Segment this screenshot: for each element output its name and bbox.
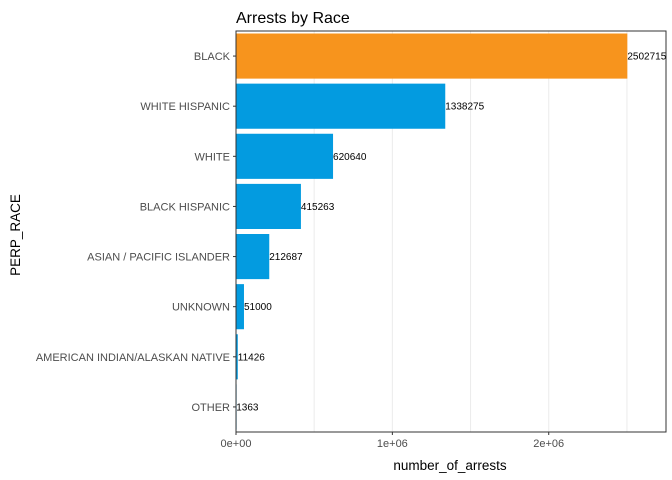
bar: [236, 284, 244, 330]
bar: [236, 33, 628, 79]
y-axis-ticks: BLACK WHITE HISPANIC WHITE BLACK HISPANIC AS…: [36, 51, 236, 414]
bar: [236, 334, 238, 380]
y-tick-label: ASIAN / PACIFIC ISLANDER: [87, 252, 230, 264]
panel-border: [235, 30, 667, 433]
data-label: 51000: [244, 302, 272, 313]
data-label: 620640: [333, 152, 367, 163]
y-tick-label: BLACK: [194, 51, 231, 63]
y-tick-label: WHITE HISPANIC: [140, 101, 230, 113]
y-axis-title: PERP_RACE: [8, 194, 23, 276]
data-label: 415263: [301, 202, 335, 213]
y-tick-label: WHITE: [195, 151, 230, 163]
y-tick-label: OTHER: [192, 402, 231, 414]
data-labels: 2502715 1338275 620640 415263 212687 51000 114…: [236, 52, 666, 414]
y-tick-label: UNKNOWN: [172, 302, 230, 314]
x-axis-ticks: 0e+00 1e+06 2e+06: [221, 432, 564, 450]
bar: [236, 133, 334, 179]
chart-title: Arrests by Race: [236, 10, 350, 27]
y-tick-label: BLACK HISPANIC: [140, 201, 230, 213]
bar: [236, 183, 301, 229]
data-label: 1338275: [445, 102, 484, 113]
data-label: 2502715: [627, 52, 666, 63]
data-label: 1363: [236, 402, 259, 413]
x-tick-label: 0e+00: [221, 438, 252, 450]
x-axis-title: number_of_arrests: [393, 458, 507, 473]
data-label: 11426: [238, 352, 266, 363]
bars: [236, 33, 628, 430]
y-tick-label: AMERICAN INDIAN/ALASKAN NATIVE: [36, 352, 230, 364]
x-tick-label: 2e+06: [533, 438, 564, 450]
data-label: 212687: [269, 252, 303, 263]
bar: [236, 83, 446, 129]
bar: [236, 234, 270, 280]
x-tick-label: 1e+06: [377, 438, 408, 450]
